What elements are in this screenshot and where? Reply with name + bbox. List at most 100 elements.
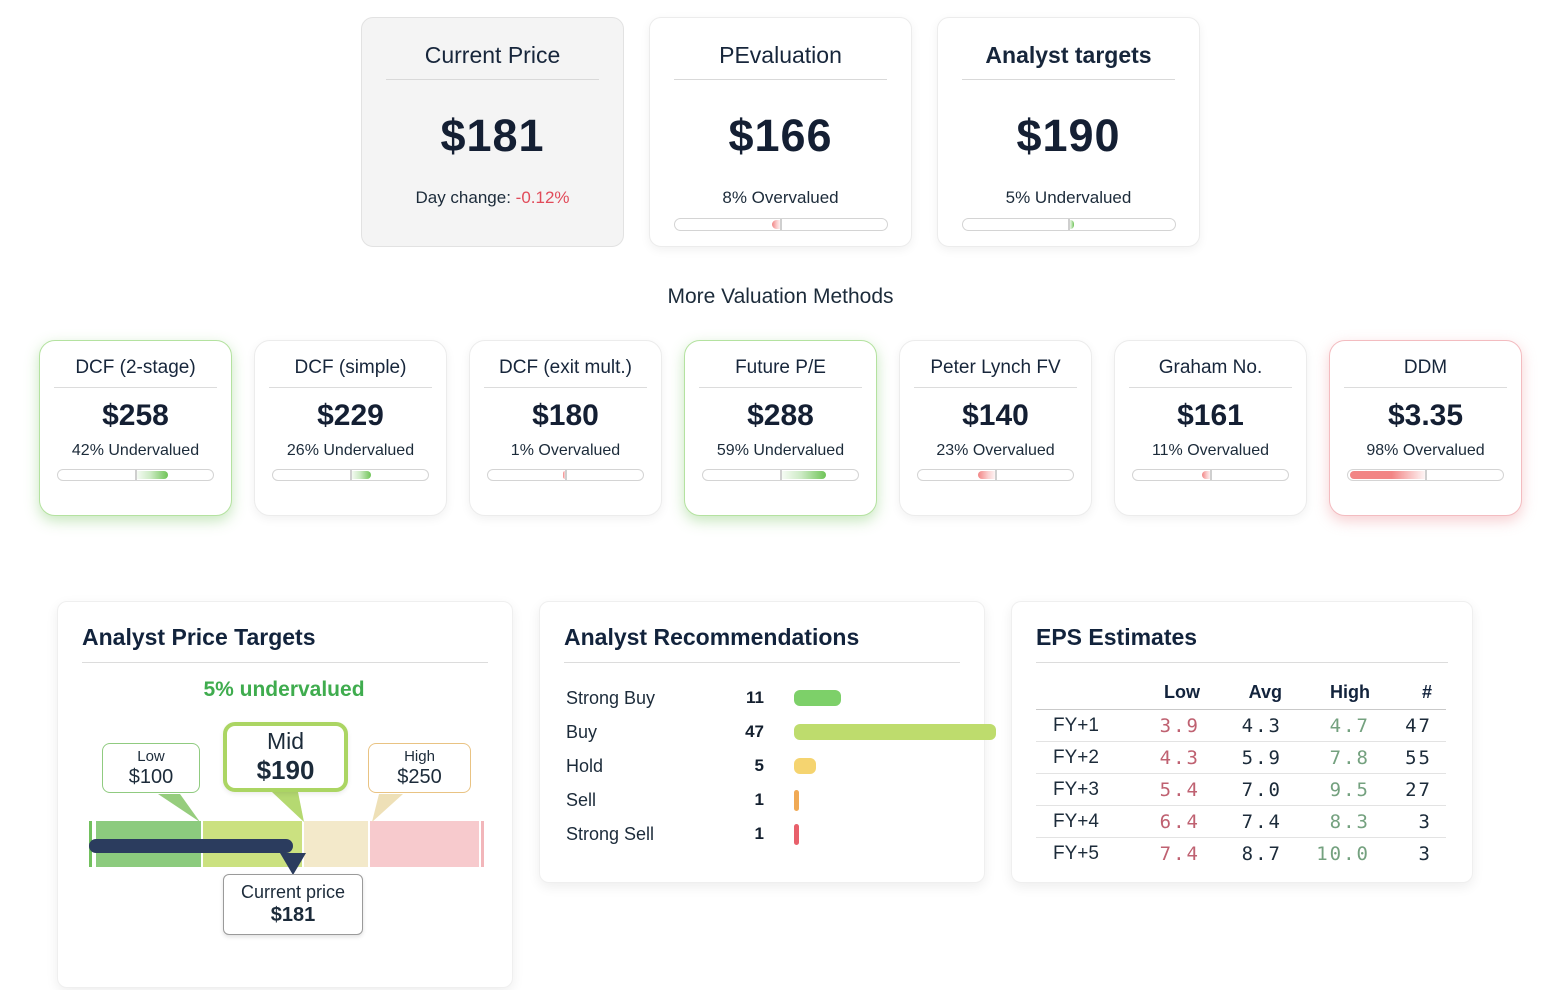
method-title: Future P/E <box>735 357 826 378</box>
method-title: Graham No. <box>1158 357 1263 378</box>
rec-row-strong-buy: Strong Buy 11 <box>566 681 984 715</box>
mid-pointer <box>272 792 304 822</box>
low-value: $100 <box>128 765 174 788</box>
divider <box>564 662 960 663</box>
divider <box>82 662 488 663</box>
high-target-callout: High $250 <box>368 743 471 793</box>
divider <box>269 387 432 388</box>
method-value: $258 <box>102 399 169 432</box>
divider <box>386 79 599 80</box>
eps-col-high: High <box>1330 682 1370 702</box>
analyst-targets-card[interactable]: Analyst targets $190 5% Undervalued <box>937 17 1200 247</box>
valuation-gauge-fill <box>135 471 169 479</box>
method-card-dcf-2-stage[interactable]: DCF (2-stage) $258 42% Undervalued <box>39 340 232 516</box>
divider <box>674 79 887 80</box>
valuation-gauge <box>272 469 429 481</box>
day-change: Day change: -0.12% <box>362 188 623 208</box>
valuation-status: 8% Overvalued <box>722 188 839 207</box>
rec-label: Buy <box>566 721 598 742</box>
rec-count: 1 <box>754 824 764 843</box>
more-valuation-methods-heading: More Valuation Methods <box>667 285 894 308</box>
divider <box>54 387 217 388</box>
current-price-label: Current price <box>240 882 346 902</box>
valuation-gauge <box>702 469 859 481</box>
high-label: High <box>404 747 435 765</box>
eps-col-count: # <box>1421 682 1432 702</box>
method-value: $180 <box>532 399 599 432</box>
method-card-future-pe[interactable]: Future P/E $288 59% Undervalued <box>684 340 877 516</box>
method-value: $140 <box>962 399 1029 432</box>
rec-row-sell: Sell 1 <box>566 783 984 817</box>
rec-count: 5 <box>754 756 764 775</box>
pevaluation-card[interactable]: PEvaluation $166 8% Overvalued <box>649 17 912 247</box>
divider <box>1344 387 1507 388</box>
method-status: 23% Overvalued <box>936 442 1055 459</box>
analyst-targets-value: $190 <box>1016 110 1121 161</box>
valuation-gauge <box>1347 469 1504 481</box>
day-change-value: -0.12% <box>515 188 570 207</box>
panel-title: Analyst Recommendations <box>564 624 860 650</box>
divider <box>1036 662 1448 663</box>
method-status: 42% Undervalued <box>71 442 200 459</box>
range-segment-above-high <box>370 821 479 867</box>
card-title: Analyst targets <box>985 42 1152 68</box>
pevaluation-value: $166 <box>728 110 833 161</box>
eps-col-low: Low <box>1164 682 1200 702</box>
method-status: 59% Undervalued <box>716 442 845 459</box>
eps-row-fy2: FY+2 4.3 5.9 7.8 55 <box>1036 741 1446 773</box>
eps-col-avg: Avg <box>1248 682 1282 702</box>
method-card-peter-lynch[interactable]: Peter Lynch FV $140 23% Overvalued <box>899 340 1092 516</box>
method-title: Peter Lynch FV <box>930 357 1061 378</box>
method-title: DCF (exit mult.) <box>499 357 632 378</box>
valuation-gauge <box>961 218 1176 231</box>
divider <box>1129 387 1292 388</box>
high-pointer <box>372 794 403 822</box>
rec-bar <box>794 690 841 706</box>
rec-count: 1 <box>754 790 764 809</box>
valuation-gauge <box>57 469 214 481</box>
valuation-gauge <box>1132 469 1289 481</box>
valuation-gauge-fill <box>772 220 781 229</box>
rec-label: Sell <box>566 789 597 810</box>
rec-count: 47 <box>745 722 764 741</box>
method-status: 11% Overvalued <box>1151 442 1270 459</box>
panel-title: EPS Estimates <box>1036 624 1198 650</box>
current-price-indicator-bar <box>89 839 293 853</box>
mid-target-callout: Mid $190 <box>223 722 348 792</box>
method-card-dcf-exit-mult[interactable]: DCF (exit mult.) $180 1% Overvalued <box>469 340 662 516</box>
method-card-graham-no[interactable]: Graham No. $161 11% Overvalued <box>1114 340 1307 516</box>
analyst-recommendations-panel: Analyst Recommendations Strong Buy 11 Bu… <box>539 601 996 883</box>
rec-bar <box>794 789 799 811</box>
rec-count: 11 <box>746 688 764 707</box>
eps-row-fy3: FY+3 5.4 7.0 9.5 27 <box>1036 773 1446 805</box>
current-price-card[interactable]: Current Price $181 Day change: -0.12% <box>361 17 624 247</box>
method-card-ddm[interactable]: DDM $3.35 98% Overvalued <box>1329 340 1522 516</box>
analyst-price-targets-panel: Analyst Price Targets 5% undervalued Low… <box>57 601 513 988</box>
rec-label: Strong Sell <box>566 823 655 844</box>
valuation-gauge-fill <box>977 471 996 479</box>
method-value: $161 <box>1177 399 1244 432</box>
rec-row-strong-sell: Strong Sell 1 <box>566 817 984 851</box>
rec-label: Strong Buy <box>566 687 656 708</box>
rec-bar <box>794 823 799 845</box>
low-label: Low <box>137 747 165 765</box>
divider <box>699 387 862 388</box>
valuation-status: 5% Undervalued <box>1005 188 1132 207</box>
bottom-panels-row: Analyst Price Targets 5% undervalued Low… <box>0 601 1561 988</box>
valuation-gauge-fill <box>780 471 827 479</box>
valuation-gauge-fill <box>350 471 371 479</box>
current-price-value: $181 <box>440 110 545 161</box>
current-price-callout: Current price $181 <box>223 874 363 935</box>
method-title: DCF (simple) <box>294 357 407 378</box>
high-value: $250 <box>397 765 442 788</box>
valuation-methods-row: DCF (2-stage) $258 42% Undervalued DCF (… <box>0 340 1561 516</box>
method-status: 98% Overvalued <box>1366 442 1485 459</box>
eps-row-fy5: FY+5 7.4 8.7 10.0 3 <box>1036 837 1446 869</box>
range-segment-mid-to-high <box>304 821 368 867</box>
valuation-gauge-fill <box>1349 471 1426 479</box>
method-card-dcf-simple[interactable]: DCF (simple) $229 26% Undervalued <box>254 340 447 516</box>
rec-bar <box>794 758 816 774</box>
eps-header-row: Low Avg High # <box>1036 676 1446 709</box>
day-change-label: Day change: <box>415 188 511 207</box>
rec-label: Hold <box>566 755 604 776</box>
